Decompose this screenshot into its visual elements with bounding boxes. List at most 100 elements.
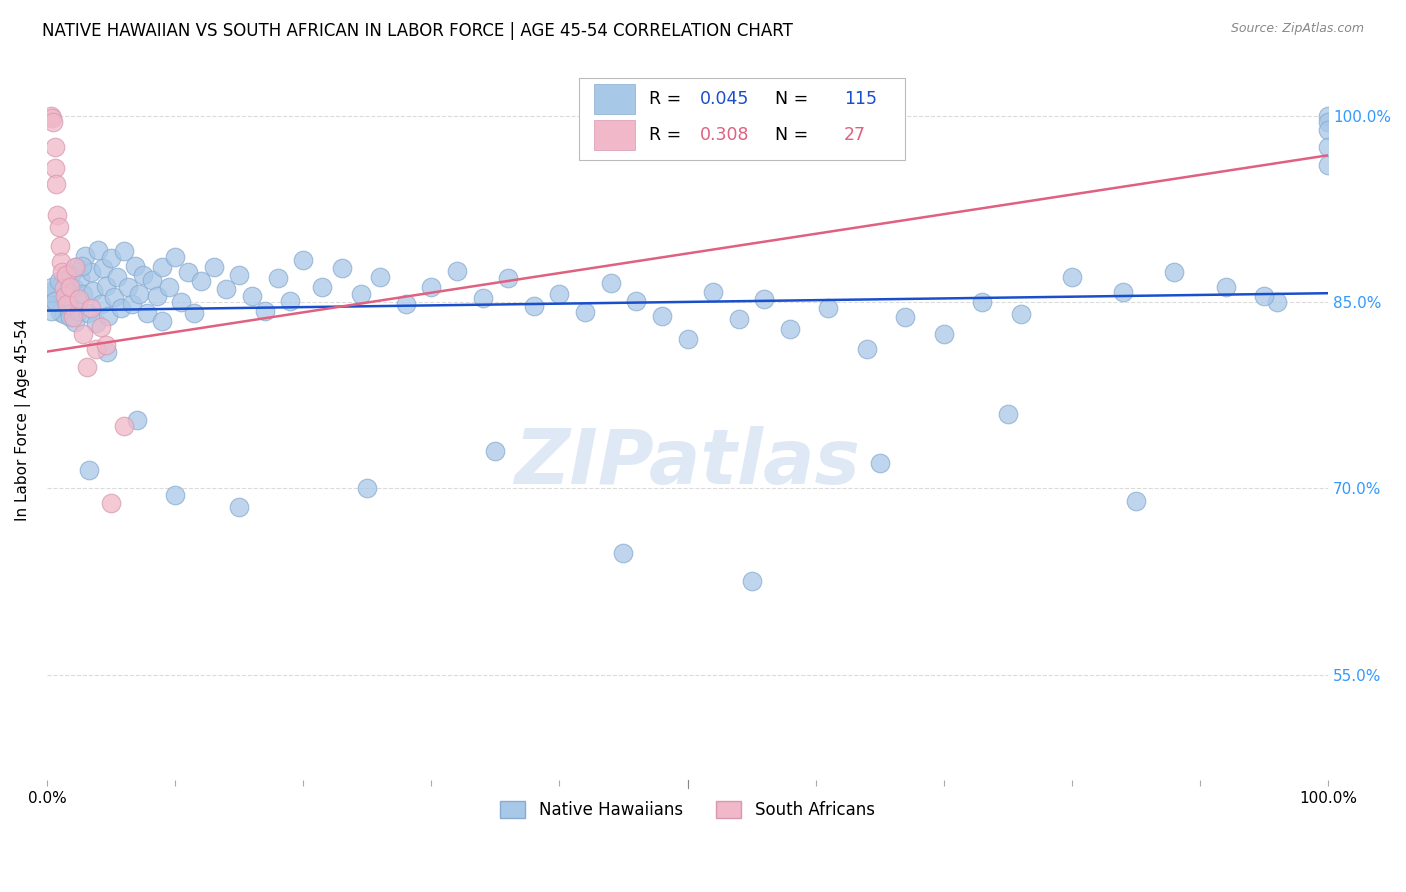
Point [183, 306, 205, 320]
Point [292, 252, 315, 267]
Point [44, 293, 66, 308]
Point [52, 307, 75, 321]
FancyBboxPatch shape [593, 120, 636, 151]
Text: N =: N = [765, 90, 814, 108]
Point [121, 297, 143, 311]
Text: NATIVE HAWAIIAN VS SOUTH AFRICAN IN LABOR FORCE | AGE 45-54 CORRELATION CHART: NATIVE HAWAIIAN VS SOUTH AFRICAN IN LABO… [42, 22, 793, 40]
Point [77, 306, 100, 320]
Point [56, 297, 79, 311]
Point [202, 260, 225, 274]
Point [574, 305, 596, 319]
Point [39, 109, 62, 123]
Text: 115: 115 [844, 90, 877, 108]
Point [53, 288, 76, 302]
Point [49, 305, 72, 319]
Point [53, 293, 76, 307]
Point [107, 270, 129, 285]
Point [94, 278, 117, 293]
Point [63, 281, 86, 295]
Point [63, 260, 86, 274]
Point [599, 277, 621, 291]
Point [45, 283, 67, 297]
Text: R =: R = [650, 90, 688, 108]
Point [48, 220, 70, 235]
Point [59, 280, 82, 294]
Point [79, 265, 101, 279]
Point [42, 114, 65, 128]
Point [727, 312, 749, 326]
Point [93, 261, 115, 276]
Point [44, 139, 66, 153]
Point [741, 574, 763, 589]
Point [1317, 139, 1340, 153]
Point [157, 280, 180, 294]
Point [228, 500, 250, 514]
Text: N =: N = [765, 127, 814, 145]
Point [72, 287, 94, 301]
Point [170, 294, 193, 309]
Point [84, 342, 107, 356]
Point [55, 272, 77, 286]
Point [1163, 265, 1185, 279]
Point [817, 301, 839, 315]
Point [58, 285, 80, 299]
Point [856, 342, 879, 356]
Point [125, 413, 148, 427]
Point [240, 288, 263, 302]
Point [112, 419, 135, 434]
Point [56, 301, 79, 315]
Point [253, 303, 276, 318]
Point [63, 315, 86, 329]
Point [41, 111, 63, 125]
Point [135, 306, 157, 320]
Point [997, 407, 1019, 421]
Point [894, 310, 917, 324]
Point [52, 281, 75, 295]
Point [165, 250, 187, 264]
Point [141, 272, 163, 286]
Point [38, 285, 60, 299]
Point [626, 293, 648, 308]
Point [146, 288, 169, 302]
Point [49, 239, 72, 253]
Point [51, 277, 73, 291]
Point [177, 265, 200, 279]
Point [69, 271, 91, 285]
Point [869, 457, 891, 471]
Point [66, 293, 89, 308]
Point [932, 327, 955, 342]
Point [471, 291, 494, 305]
Point [79, 301, 101, 315]
Point [65, 260, 87, 274]
Point [42, 294, 65, 309]
Point [96, 344, 118, 359]
Point [39, 303, 62, 318]
Text: ZIPatlas: ZIPatlas [515, 426, 860, 500]
Text: R =: R = [650, 127, 688, 145]
Point [1125, 493, 1147, 508]
Point [82, 284, 104, 298]
Point [1317, 158, 1340, 172]
Text: 0.045: 0.045 [700, 90, 749, 108]
Point [350, 287, 373, 301]
Point [311, 280, 333, 294]
Point [972, 294, 994, 309]
Point [1215, 280, 1237, 294]
Point [49, 288, 72, 302]
Point [75, 249, 97, 263]
Point [90, 319, 112, 334]
Point [62, 310, 84, 324]
Point [165, 487, 187, 501]
Point [103, 290, 125, 304]
Point [150, 313, 173, 327]
Point [523, 299, 546, 313]
Point [100, 252, 122, 266]
Point [110, 301, 132, 315]
Point [44, 161, 66, 175]
Point [62, 300, 84, 314]
Point [128, 287, 150, 301]
FancyBboxPatch shape [579, 78, 905, 161]
Point [651, 309, 673, 323]
Point [84, 316, 107, 330]
Point [45, 177, 67, 191]
